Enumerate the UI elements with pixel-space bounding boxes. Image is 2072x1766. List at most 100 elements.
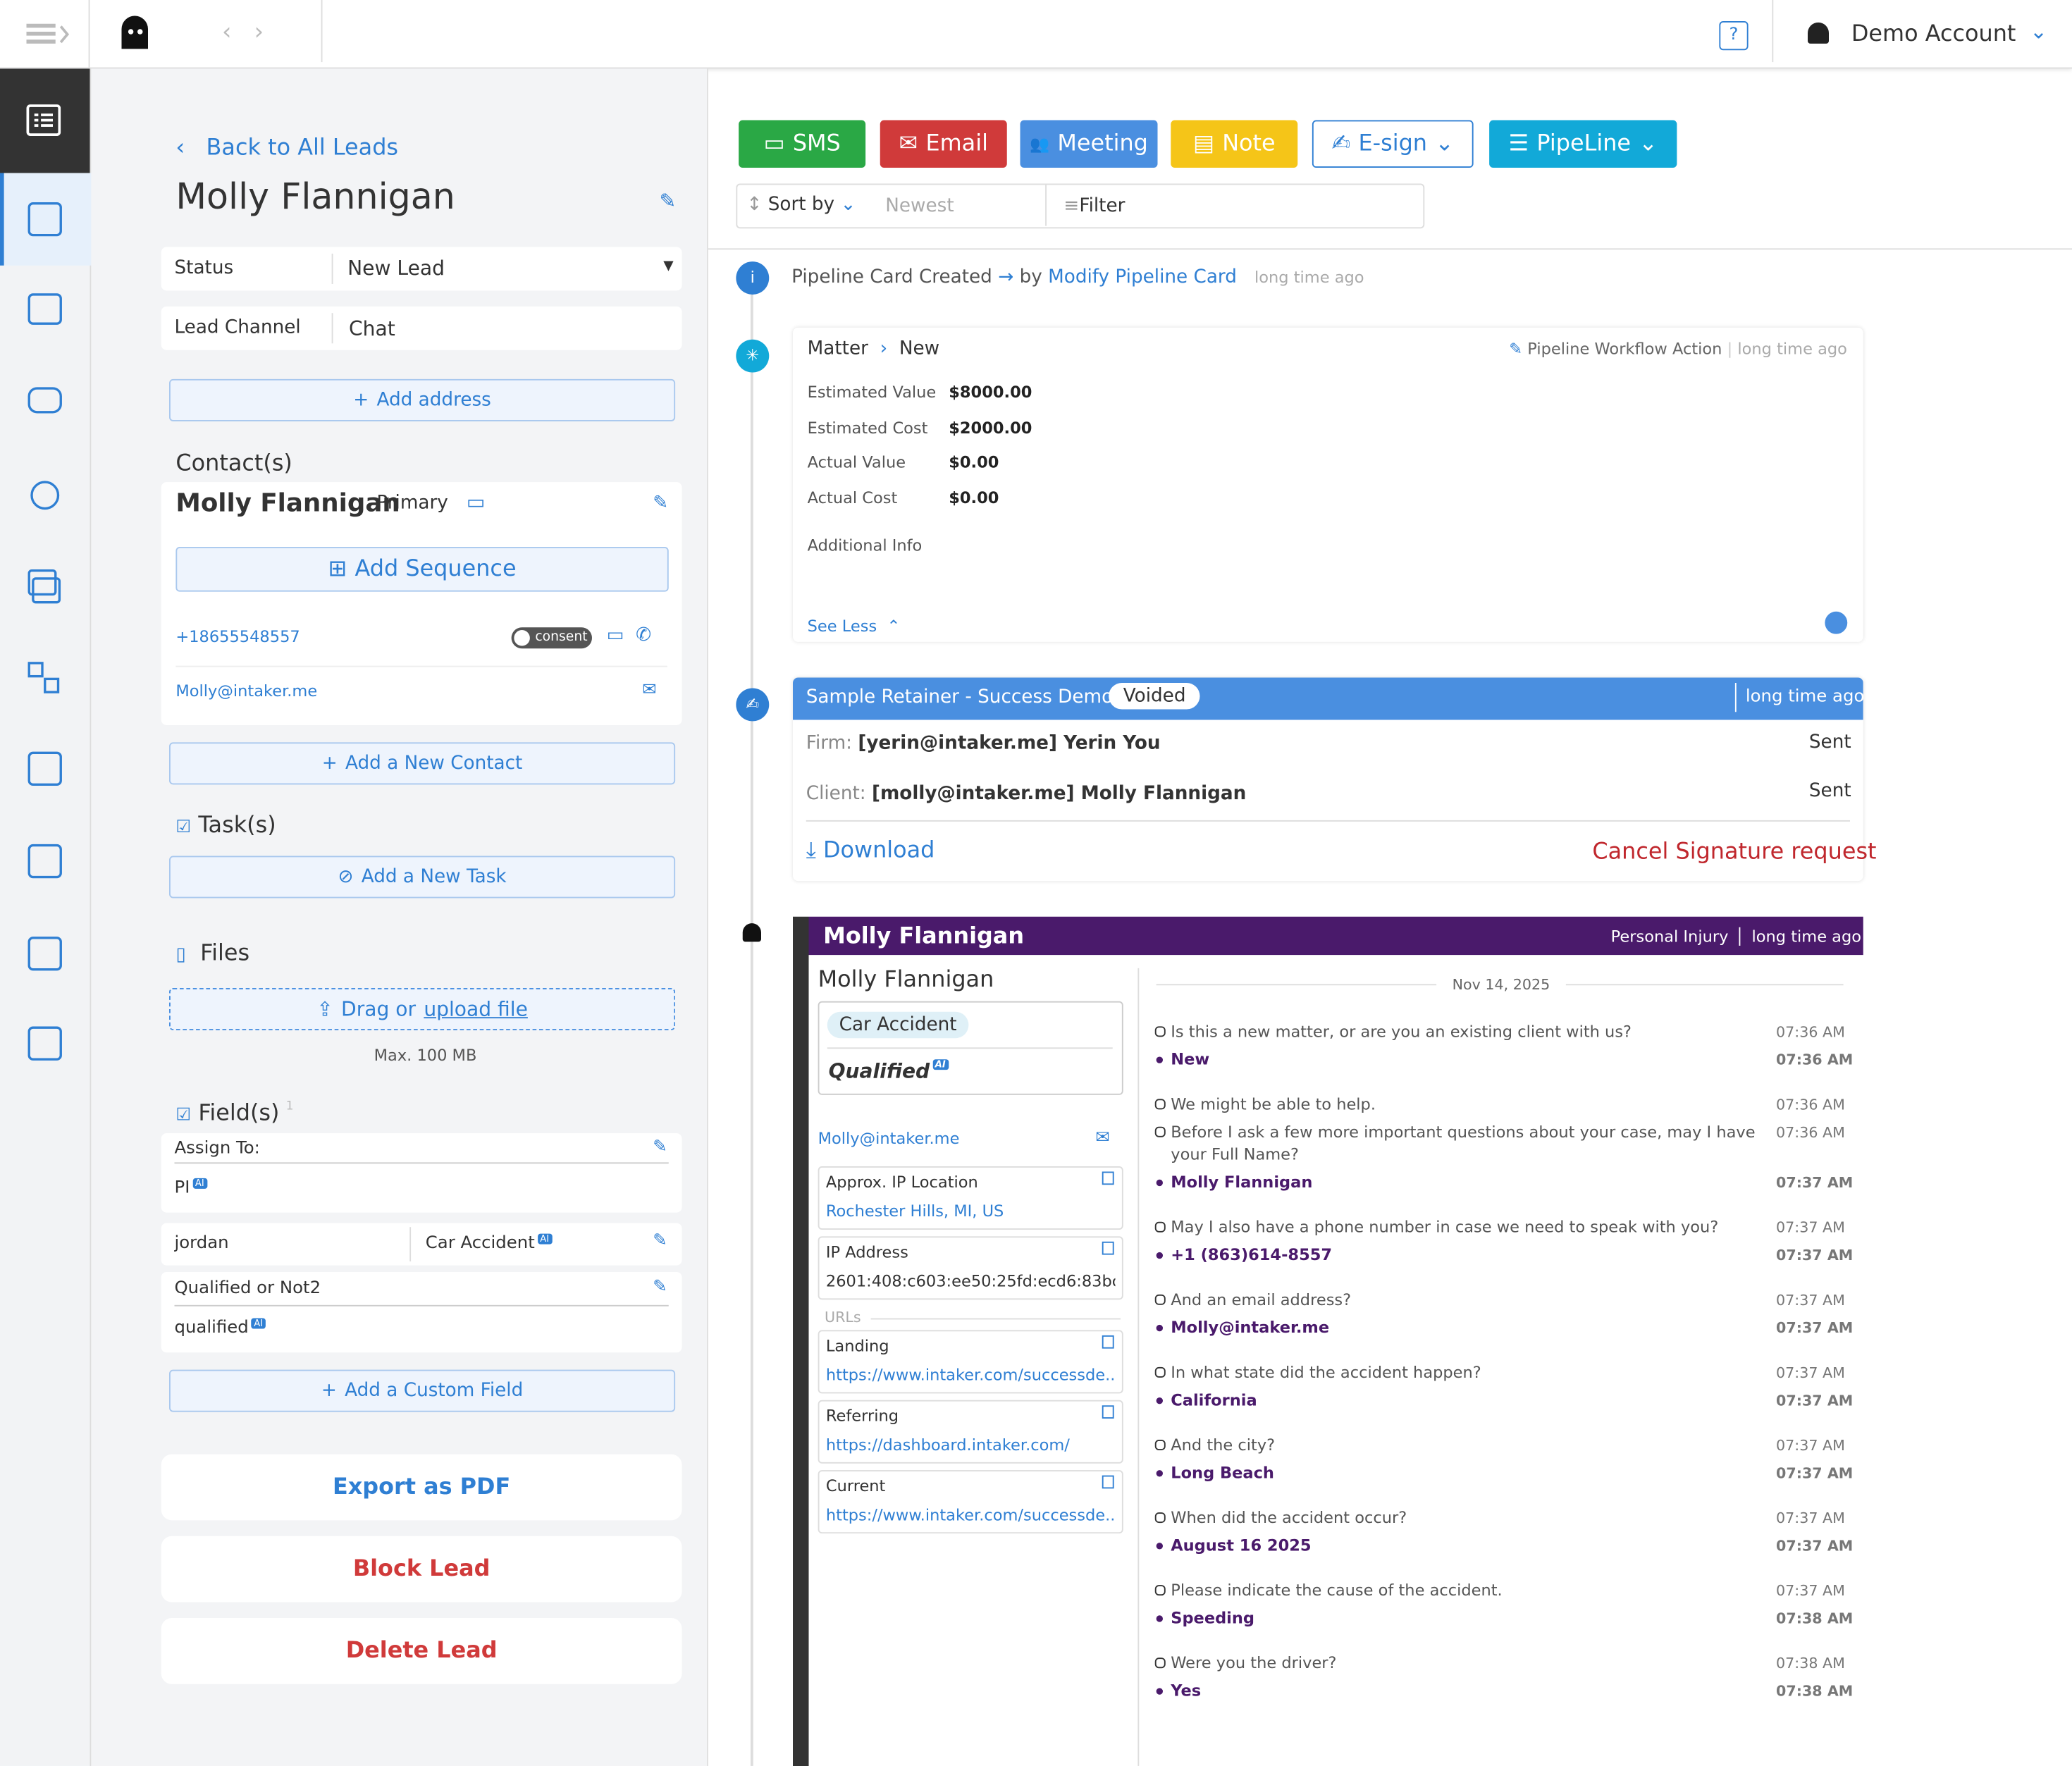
filter[interactable]: ≡Filter bbox=[1063, 195, 1126, 217]
account-name[interactable]: Demo Account bbox=[1851, 20, 2016, 48]
esign-button[interactable]: ✍ E-sign ⌄ bbox=[1312, 120, 1474, 168]
url-box: Referring https://dashboard.intaker.com/ bbox=[818, 1400, 1123, 1464]
btn-text[interactable]: Note bbox=[1222, 130, 1276, 158]
chat-message: And the city? 07:37 AM bbox=[1154, 1434, 1845, 1457]
message-time: 07:37 AM bbox=[1776, 1464, 1854, 1482]
meeting-button[interactable]: 👥 Meeting bbox=[1020, 120, 1158, 168]
chat-message: Molly@intaker.me 07:37 AM bbox=[1155, 1317, 1853, 1340]
matter-action: ✎ Pipeline Workflow Action | long time a… bbox=[1509, 339, 1847, 358]
btn-text[interactable]: SMS bbox=[792, 130, 841, 158]
menu-icon[interactable] bbox=[26, 21, 75, 47]
btn-text[interactable]: Meeting bbox=[1057, 130, 1148, 158]
client: [molly@intaker.me] Molly Flannigan bbox=[871, 783, 1247, 805]
see-less-text[interactable]: See Less bbox=[807, 617, 877, 636]
btn-text[interactable]: Email bbox=[925, 130, 988, 158]
add-field-text[interactable]: Add a Custom Field bbox=[345, 1380, 524, 1402]
sort-value[interactable]: Newest bbox=[885, 195, 954, 217]
upload-drop[interactable]: ⇪ Drag or upload file bbox=[169, 987, 676, 1030]
nav-arrows[interactable]: ‹ › bbox=[222, 18, 264, 47]
consent-toggle[interactable]: consent bbox=[511, 627, 592, 649]
download[interactable]: ⤓ Download bbox=[806, 837, 935, 864]
sms-icon[interactable]: ▭ ✆ bbox=[606, 624, 652, 646]
sidebar-selected[interactable] bbox=[0, 173, 94, 266]
btn-text[interactable]: PipeLine bbox=[1536, 130, 1632, 158]
matter-stage: Matter › New bbox=[807, 338, 940, 359]
chat-message: And an email address? 07:37 AM bbox=[1154, 1289, 1845, 1311]
info-label: Referring bbox=[825, 1407, 899, 1426]
chat-icon[interactable]: ▭ bbox=[466, 490, 486, 514]
consent-text[interactable]: consent bbox=[535, 630, 588, 645]
message-time: 07:36 AM bbox=[1776, 1051, 1854, 1069]
export-pdf[interactable]: Export as PDF bbox=[161, 1454, 682, 1521]
field-value: qualified bbox=[174, 1318, 249, 1338]
field-label: Qualified or Not2 bbox=[174, 1278, 321, 1299]
see-less[interactable]: See Less ⌃ bbox=[807, 617, 901, 636]
edit-icon[interactable]: ✎ bbox=[653, 493, 669, 514]
visitor-name: Molly Flannigan bbox=[818, 966, 994, 994]
message-time: 07:36 AM bbox=[1776, 1023, 1845, 1041]
status-value[interactable]: New Lead bbox=[347, 256, 445, 280]
email-button[interactable]: ✉ Email bbox=[880, 120, 1007, 168]
add-field[interactable]: + Add a Custom Field bbox=[169, 1369, 676, 1412]
add-task-text[interactable]: Add a New Task bbox=[361, 866, 507, 888]
info-box: Approx. IP Location Rochester Hills, MI, … bbox=[818, 1166, 1123, 1230]
chat-message: Is this a new matter, or are you an exis… bbox=[1154, 1021, 1845, 1044]
chat-meta: Personal Injury long time ago bbox=[1611, 927, 1862, 946]
message-time: 07:37 AM bbox=[1776, 1437, 1845, 1455]
btn-text[interactable]: E-sign bbox=[1358, 130, 1428, 158]
cancel-signature[interactable]: Cancel Signature request bbox=[1592, 839, 1877, 865]
add-address-text[interactable]: Add address bbox=[376, 389, 491, 411]
chat-message: Were you the driver? 07:38 AM bbox=[1154, 1653, 1845, 1675]
help-icon[interactable]: ? bbox=[1719, 20, 1749, 51]
message-text: Is this a new matter, or are you an exis… bbox=[1171, 1022, 1632, 1041]
add-address[interactable]: + Add address bbox=[169, 378, 676, 421]
sort-by[interactable]: ↕ Sort by ⌄ bbox=[746, 194, 856, 216]
field-label: Assign To: bbox=[174, 1138, 260, 1159]
add-contact-text[interactable]: Add a New Contact bbox=[345, 753, 523, 774]
upload-link[interactable]: upload file bbox=[424, 997, 528, 1021]
download-text[interactable]: Download bbox=[822, 837, 935, 864]
caret[interactable]: ▼ bbox=[663, 259, 674, 273]
retainer-title: Sample Retainer - Success Demo bbox=[806, 686, 1114, 708]
sidebar-icons[interactable] bbox=[27, 198, 64, 1083]
add-sequence[interactable]: ⊞ Add Sequence bbox=[175, 546, 669, 592]
delete-lead[interactable]: Delete Lead bbox=[161, 1618, 682, 1684]
account-caret[interactable]: ⌄ bbox=[2030, 18, 2048, 44]
event-link[interactable]: Modify Pipeline Card bbox=[1048, 266, 1237, 288]
firm: [yerin@intaker.me] Yerin You bbox=[858, 733, 1161, 755]
chat-name: Molly Flannigan bbox=[823, 923, 1025, 950]
block-lead[interactable]: Block Lead bbox=[161, 1536, 682, 1603]
pipeline-button[interactable]: ☰ PipeLine ⌄ bbox=[1489, 120, 1677, 168]
client-row: Client: [molly@intaker.me] Molly Flannig… bbox=[806, 783, 1247, 804]
chat-email[interactable]: Molly@intaker.me bbox=[818, 1129, 960, 1148]
info-icon: i bbox=[736, 261, 770, 295]
message-text: Yes bbox=[1171, 1681, 1202, 1700]
note-button[interactable]: ▤ Note bbox=[1171, 120, 1298, 168]
divider bbox=[321, 0, 323, 63]
message-time: 07:38 AM bbox=[1776, 1682, 1854, 1700]
mail-icon[interactable]: ✉ bbox=[1095, 1128, 1110, 1148]
message-time: 07:36 AM bbox=[1776, 1124, 1845, 1142]
chat-message: +1 (863)614-8557 07:37 AM bbox=[1155, 1245, 1853, 1267]
add-task[interactable]: ⊘ Add a New Task bbox=[169, 856, 676, 899]
phone[interactable]: +18655548557 bbox=[175, 627, 300, 646]
back-text[interactable]: Back to All Leads bbox=[206, 135, 399, 161]
info-label: IP Address bbox=[825, 1242, 908, 1261]
contact-email[interactable]: Molly@intaker.me bbox=[175, 681, 318, 700]
sidebar-active[interactable] bbox=[0, 68, 90, 173]
sms-button[interactable]: ▭ SMS bbox=[739, 120, 866, 168]
add-contact[interactable]: + Add a New Contact bbox=[169, 742, 676, 785]
back-link[interactable]: ‹ Back to All Leads bbox=[175, 135, 399, 161]
message-time: 07:36 AM bbox=[1776, 1096, 1845, 1114]
matter-card bbox=[793, 327, 1863, 642]
top-bar bbox=[0, 0, 2072, 69]
sort-label[interactable]: Sort by bbox=[767, 194, 835, 216]
edit-icon[interactable]: ✎ bbox=[659, 189, 677, 213]
filter-text[interactable]: Filter bbox=[1079, 195, 1126, 217]
add-sequence-text[interactable]: Add Sequence bbox=[354, 556, 517, 583]
message-time: 07:38 AM bbox=[1776, 1655, 1845, 1672]
status-row[interactable]: Status New Lead ▼ bbox=[161, 247, 682, 291]
logo bbox=[121, 16, 148, 49]
mail-icon[interactable]: ✉ bbox=[642, 680, 657, 700]
